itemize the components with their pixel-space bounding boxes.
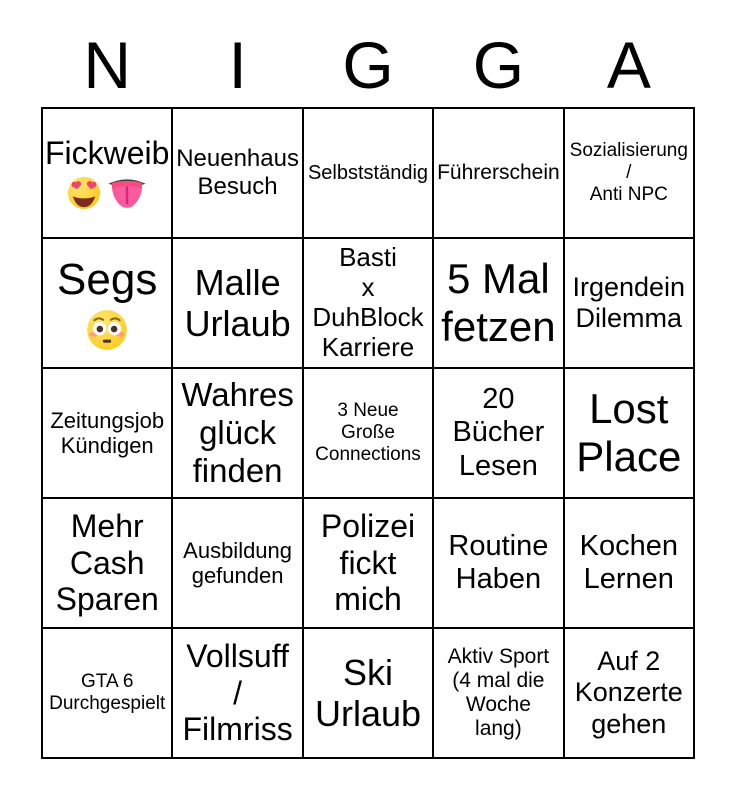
cell-text: Sozialisierung / Anti NPC	[569, 140, 688, 205]
cell-text: 20 Bücher Lesen	[452, 382, 545, 482]
bingo-cell[interactable]: Segs	[43, 239, 172, 367]
bingo-cell[interactable]: Vollsuff / Filmriss	[173, 629, 302, 757]
bingo-cell[interactable]: 20 Bücher Lesen	[434, 369, 563, 497]
cell-text: Führerschein	[437, 160, 560, 184]
cell-text: Selbstständig	[307, 161, 429, 184]
bingo-cell[interactable]: Fickweib	[43, 109, 172, 237]
bingo-cell[interactable]: Irgendein Dilemma	[564, 239, 693, 367]
bingo-cell[interactable]: Polizei fickt mich	[303, 499, 433, 627]
cell-text: Ausbildung gefunden	[183, 537, 293, 588]
cell-text: Mehr Cash Sparen	[55, 507, 159, 618]
bingo-cell[interactable]: GTA 6 Durchgespielt	[43, 629, 172, 757]
flushed-emoji-icon	[86, 309, 128, 351]
cell-text: Neuenhaus Besuch	[176, 145, 299, 200]
bingo-cell[interactable]: Ski Urlaub	[303, 629, 433, 757]
emoji-row	[86, 309, 128, 351]
bingo-cell[interactable]: Selbstständig	[303, 109, 433, 237]
cell-text: 5 Mal fetzen	[441, 254, 556, 350]
cell-text: Ski Urlaub	[314, 651, 422, 734]
bingo-cell[interactable]: Mehr Cash Sparen	[43, 499, 172, 627]
title-letter: G	[342, 28, 394, 102]
cell-text: Polizei fickt mich	[320, 507, 416, 618]
tongue-emoji-icon	[106, 174, 148, 211]
bingo-cell[interactable]: Führerschein	[434, 109, 563, 237]
cell-text: Auf 2 Konzerte gehen	[574, 646, 683, 739]
cell-text: Irgendein Dilemma	[572, 271, 686, 333]
cell-text: Routine Haben	[448, 529, 549, 595]
bingo-cell[interactable]: Sozialisierung / Anti NPC	[564, 109, 693, 237]
bingo-cell[interactable]: Aktiv Sport (4 mal die Woche lang)	[434, 629, 563, 757]
title-letter: A	[606, 28, 651, 102]
cell-text: Zeitungsjob Kündigen	[50, 407, 165, 458]
cell-text: Malle Urlaub	[184, 261, 291, 344]
title-letter: N	[83, 28, 132, 102]
title-letter: G	[472, 28, 525, 102]
cell-text: Wahres glück finden	[181, 376, 294, 489]
title-letter: I	[228, 28, 247, 102]
cell-text: Basti x DuhBlock Karriere	[312, 242, 424, 362]
bingo-cell[interactable]: Routine Haben	[434, 499, 563, 627]
cell-text: Segs	[57, 255, 158, 305]
emoji-row	[67, 174, 148, 211]
bingo-cell[interactable]: Lost Place	[564, 369, 693, 497]
bingo-cell[interactable]: 5 Mal fetzen	[434, 239, 563, 367]
bingo-cell[interactable]: Neuenhaus Besuch	[173, 109, 302, 237]
heart-eyes-emoji-icon	[67, 176, 101, 210]
cell-text: Aktiv Sport (4 mal die Woche lang)	[447, 644, 550, 741]
cell-text: Fickweib	[44, 134, 170, 171]
cell-text: Vollsuff / Filmriss	[182, 637, 293, 748]
cell-text: Lost Place	[576, 384, 682, 480]
bingo-cell[interactable]: 3 Neue Große Connections	[303, 369, 433, 497]
bingo-grid: Fickweib Neuenhaus Besuch Selbstständig Füh…	[41, 107, 695, 759]
bingo-cell[interactable]: Wahres glück finden	[173, 369, 302, 497]
cell-text: Kochen Lernen	[579, 529, 678, 595]
bingo-cell[interactable]: Auf 2 Konzerte gehen	[564, 629, 693, 757]
bingo-cell[interactable]: Ausbildung gefunden	[173, 499, 302, 627]
bingo-cell[interactable]: Zeitungsjob Kündigen	[43, 369, 172, 497]
bingo-cell[interactable]: Malle Urlaub	[173, 239, 302, 367]
cell-text: 3 Neue Große Connections	[315, 400, 421, 465]
bingo-cell[interactable]: Basti x DuhBlock Karriere	[303, 239, 433, 367]
bingo-cell[interactable]: Kochen Lernen	[564, 499, 693, 627]
cell-text: GTA 6 Durchgespielt	[49, 671, 166, 714]
